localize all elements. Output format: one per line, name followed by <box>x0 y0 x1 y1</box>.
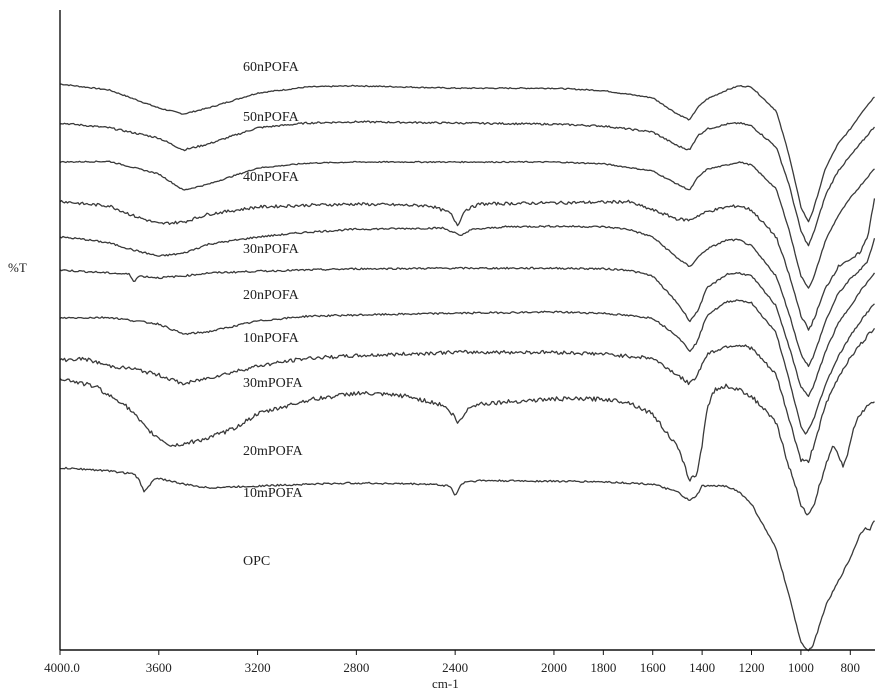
x-tick-label: 3200 <box>245 660 271 675</box>
spectra-group <box>59 83 875 652</box>
series-label-10mpofa: 10mPOFA <box>243 486 304 501</box>
x-tick-label: 1800 <box>590 660 616 675</box>
series-line-30mpofa <box>59 299 875 435</box>
series-labels-group: 60nPOFA 50nPOFA 40nPOFA 30nPOFA 20nPOFA 10nPO… <box>243 60 304 569</box>
x-tick-label: 4000.0 <box>44 660 80 675</box>
series-label-60npofa: 60nPOFA <box>243 60 300 75</box>
series-line-10npofa <box>59 266 875 398</box>
x-tick-label: 2400 <box>442 660 468 675</box>
x-tick-label: 800 <box>841 660 861 675</box>
x-tick-label: 1600 <box>640 660 666 675</box>
series-label-10npofa: 10nPOFA <box>243 331 300 346</box>
series-label-opc: OPC <box>243 554 270 569</box>
series-line-opc <box>60 466 875 652</box>
series-line-20mpofa <box>59 327 875 464</box>
series-line-20npofa <box>59 224 875 368</box>
y-axis-title: %T <box>8 260 27 275</box>
series-line-30npofa <box>59 198 875 331</box>
x-tick-label: 3600 <box>146 660 172 675</box>
series-label-20mpofa: 20mPOFA <box>243 444 304 459</box>
series-label-30mpofa: 30mPOFA <box>243 376 304 391</box>
x-ticks-group: 4000.0 3600 3200 2800 2400 2000 1800 1600 1400 12… <box>44 650 860 675</box>
x-tick-label: 2000 <box>541 660 567 675</box>
x-tick-label: 1000 <box>788 660 814 675</box>
series-label-20npofa: 20nPOFA <box>243 288 300 303</box>
x-tick-label: 1200 <box>739 660 765 675</box>
x-tick-label: 2800 <box>343 660 369 675</box>
series-line-60npofa <box>59 83 875 223</box>
series-label-30npofa: 30nPOFA <box>243 242 300 257</box>
series-line-50npofa <box>60 120 875 247</box>
series-label-50npofa: 50nPOFA <box>243 110 300 125</box>
series-label-40npofa: 40nPOFA <box>243 170 300 185</box>
x-axis-title: cm-1 <box>432 676 459 691</box>
x-tick-label: 1400 <box>689 660 715 675</box>
series-line-40npofa <box>59 160 875 289</box>
series-line-10mpofa <box>59 377 875 516</box>
